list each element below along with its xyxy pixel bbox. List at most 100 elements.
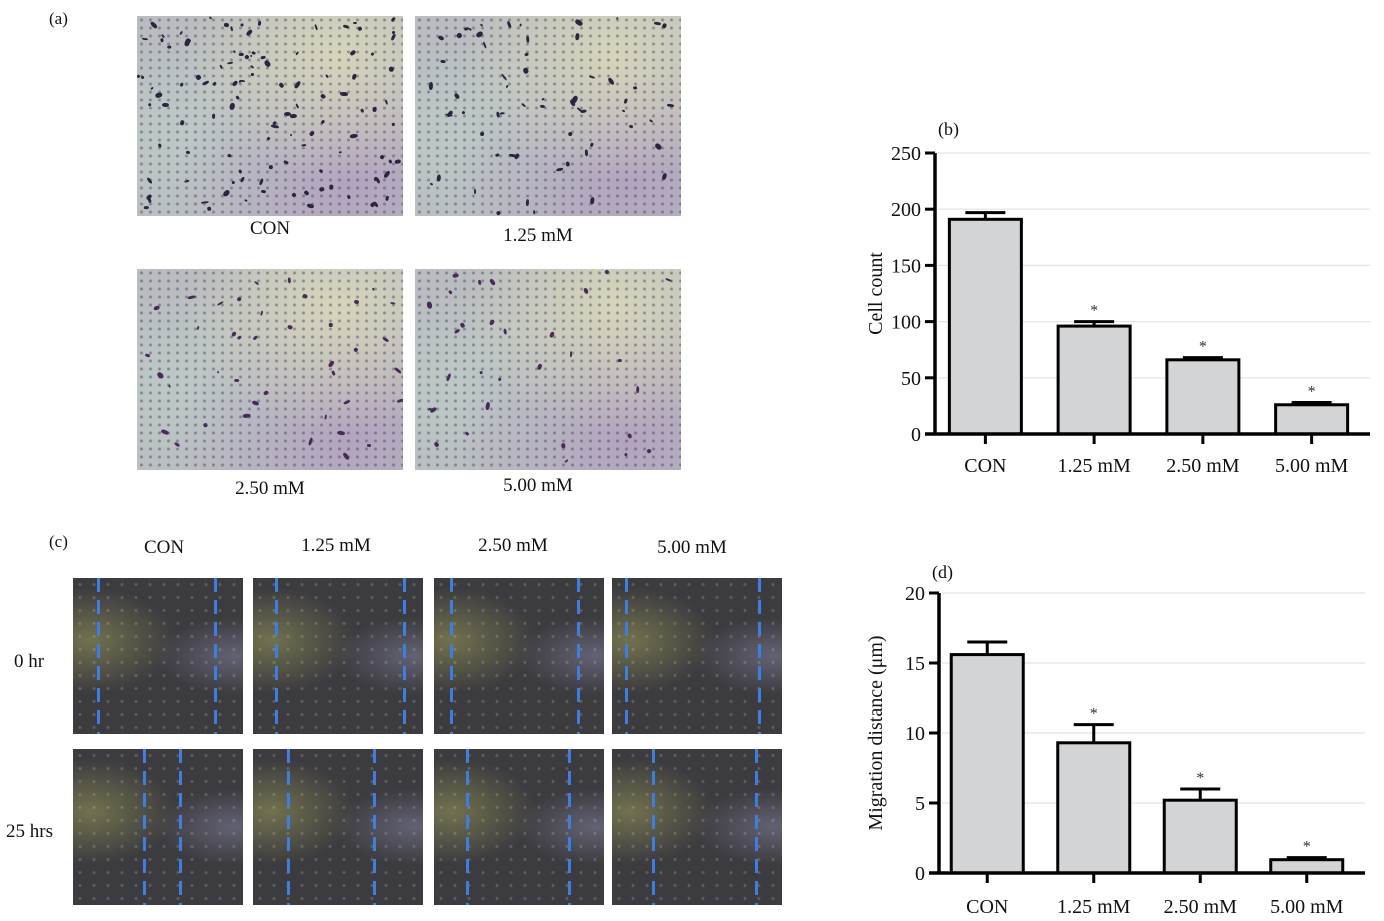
stained-cell (522, 67, 529, 75)
stained-cell (474, 189, 477, 194)
stained-cell (261, 389, 269, 396)
bar (1056, 324, 1132, 436)
stained-cell (318, 168, 324, 174)
stained-cell (232, 49, 237, 54)
y-tick-label: 20 (905, 583, 925, 605)
stained-cell (606, 76, 615, 86)
scratch-image-2-50mm-25hrs (434, 749, 604, 905)
stained-cell (249, 54, 253, 58)
stained-cell (140, 74, 145, 80)
stained-cell (242, 414, 251, 419)
stained-cell (623, 98, 628, 105)
stained-cell (351, 73, 357, 82)
stained-cell (561, 442, 566, 449)
stained-cell (342, 399, 351, 406)
significance-marker: * (1199, 339, 1207, 356)
scratch-col-2-50mm: 2.50 mM (478, 535, 548, 556)
scratch-col-con: CON (143, 537, 185, 558)
stained-cell (173, 441, 181, 448)
significance-marker: * (1090, 706, 1098, 723)
stained-cell (153, 305, 161, 312)
transwell-caption-con: CON (249, 218, 291, 239)
stained-cell (584, 149, 588, 157)
stained-cell (359, 108, 364, 114)
stained-cell (290, 114, 298, 119)
stained-cell (200, 200, 209, 204)
stained-cell (227, 61, 234, 65)
bar (1165, 358, 1241, 436)
panel-d-label: (d) (932, 562, 953, 582)
stained-cell (339, 91, 348, 97)
stained-cell (388, 158, 393, 164)
stained-cell (243, 54, 250, 61)
stained-cell (353, 22, 357, 25)
stained-cell (477, 279, 482, 286)
stained-cell (539, 104, 546, 109)
stained-cell (202, 80, 210, 86)
panel-b-label: (b) (938, 119, 959, 139)
stained-cell (391, 16, 397, 23)
stained-cell (452, 273, 460, 279)
stained-cell (475, 30, 484, 39)
stained-cell (384, 99, 389, 105)
stained-cell (497, 377, 503, 383)
x-tick-label: CON (966, 896, 1008, 918)
stained-cell (426, 301, 433, 310)
stained-cell (258, 177, 265, 186)
stained-cell (266, 136, 271, 141)
stained-cell (661, 22, 668, 29)
stained-cell (394, 159, 402, 164)
y-tick-label: 100 (891, 312, 921, 334)
stained-cell (574, 18, 583, 27)
stained-cell (373, 106, 378, 112)
stained-cell (479, 22, 484, 27)
transwell-caption-1-25mm: 1.25 mM (503, 225, 573, 246)
stained-cell (229, 102, 236, 111)
stained-cell (324, 73, 329, 79)
stained-cell (520, 102, 527, 108)
stained-cell (390, 301, 396, 305)
y-tick-label: 200 (891, 199, 921, 221)
stained-cell (583, 287, 590, 296)
stained-cell (287, 324, 293, 331)
stained-cell (660, 172, 668, 180)
stained-cell (194, 73, 202, 81)
stained-cell (342, 23, 349, 29)
stained-cell (541, 98, 545, 102)
x-tick-label: 1.25 mM (1057, 896, 1131, 918)
scratch-image-1-25mm-25hrs (253, 749, 423, 905)
scratch-image-1-25mm-0hr (253, 578, 423, 734)
stained-cell (628, 124, 633, 130)
stained-cell (145, 193, 153, 201)
stained-cell (236, 296, 243, 302)
stained-cell (179, 119, 185, 126)
y-axis-label: Migration distance (μm) (865, 635, 887, 830)
stained-cell (289, 133, 293, 137)
stained-cell (626, 432, 633, 440)
stained-cell (144, 206, 150, 210)
significance-marker: * (1303, 839, 1311, 856)
stained-cell (479, 370, 483, 374)
y-tick-label: 0 (911, 424, 921, 446)
significance-marker: * (1308, 384, 1316, 401)
stained-cell (464, 431, 470, 437)
stained-cell (349, 133, 358, 139)
stained-cell (453, 328, 461, 335)
x-tick-label: 5.00 mM (1270, 896, 1344, 918)
chart-d-migration-distance: CON * 1.25 mM * 2.50 mM * 5.00 mM 0 5 10 15 20 Migra… (865, 583, 1365, 918)
stained-cell (548, 331, 555, 339)
transwell-caption-2-50mm: 2.50 mM (235, 478, 305, 499)
x-tick-label: 2.50 mM (1164, 896, 1238, 918)
stained-cell (447, 289, 453, 296)
stained-cell (219, 64, 223, 69)
stained-cell (187, 295, 196, 300)
stained-cell (618, 358, 622, 363)
stained-cell (353, 347, 359, 353)
stained-cell (196, 325, 200, 331)
panel-a-label: (a) (49, 9, 68, 28)
stained-cell (508, 153, 516, 158)
stained-cell (589, 75, 596, 80)
scratch-image-con-0hr (73, 578, 243, 734)
y-axis-label: Cell count (865, 252, 887, 335)
stained-cell (156, 370, 165, 380)
